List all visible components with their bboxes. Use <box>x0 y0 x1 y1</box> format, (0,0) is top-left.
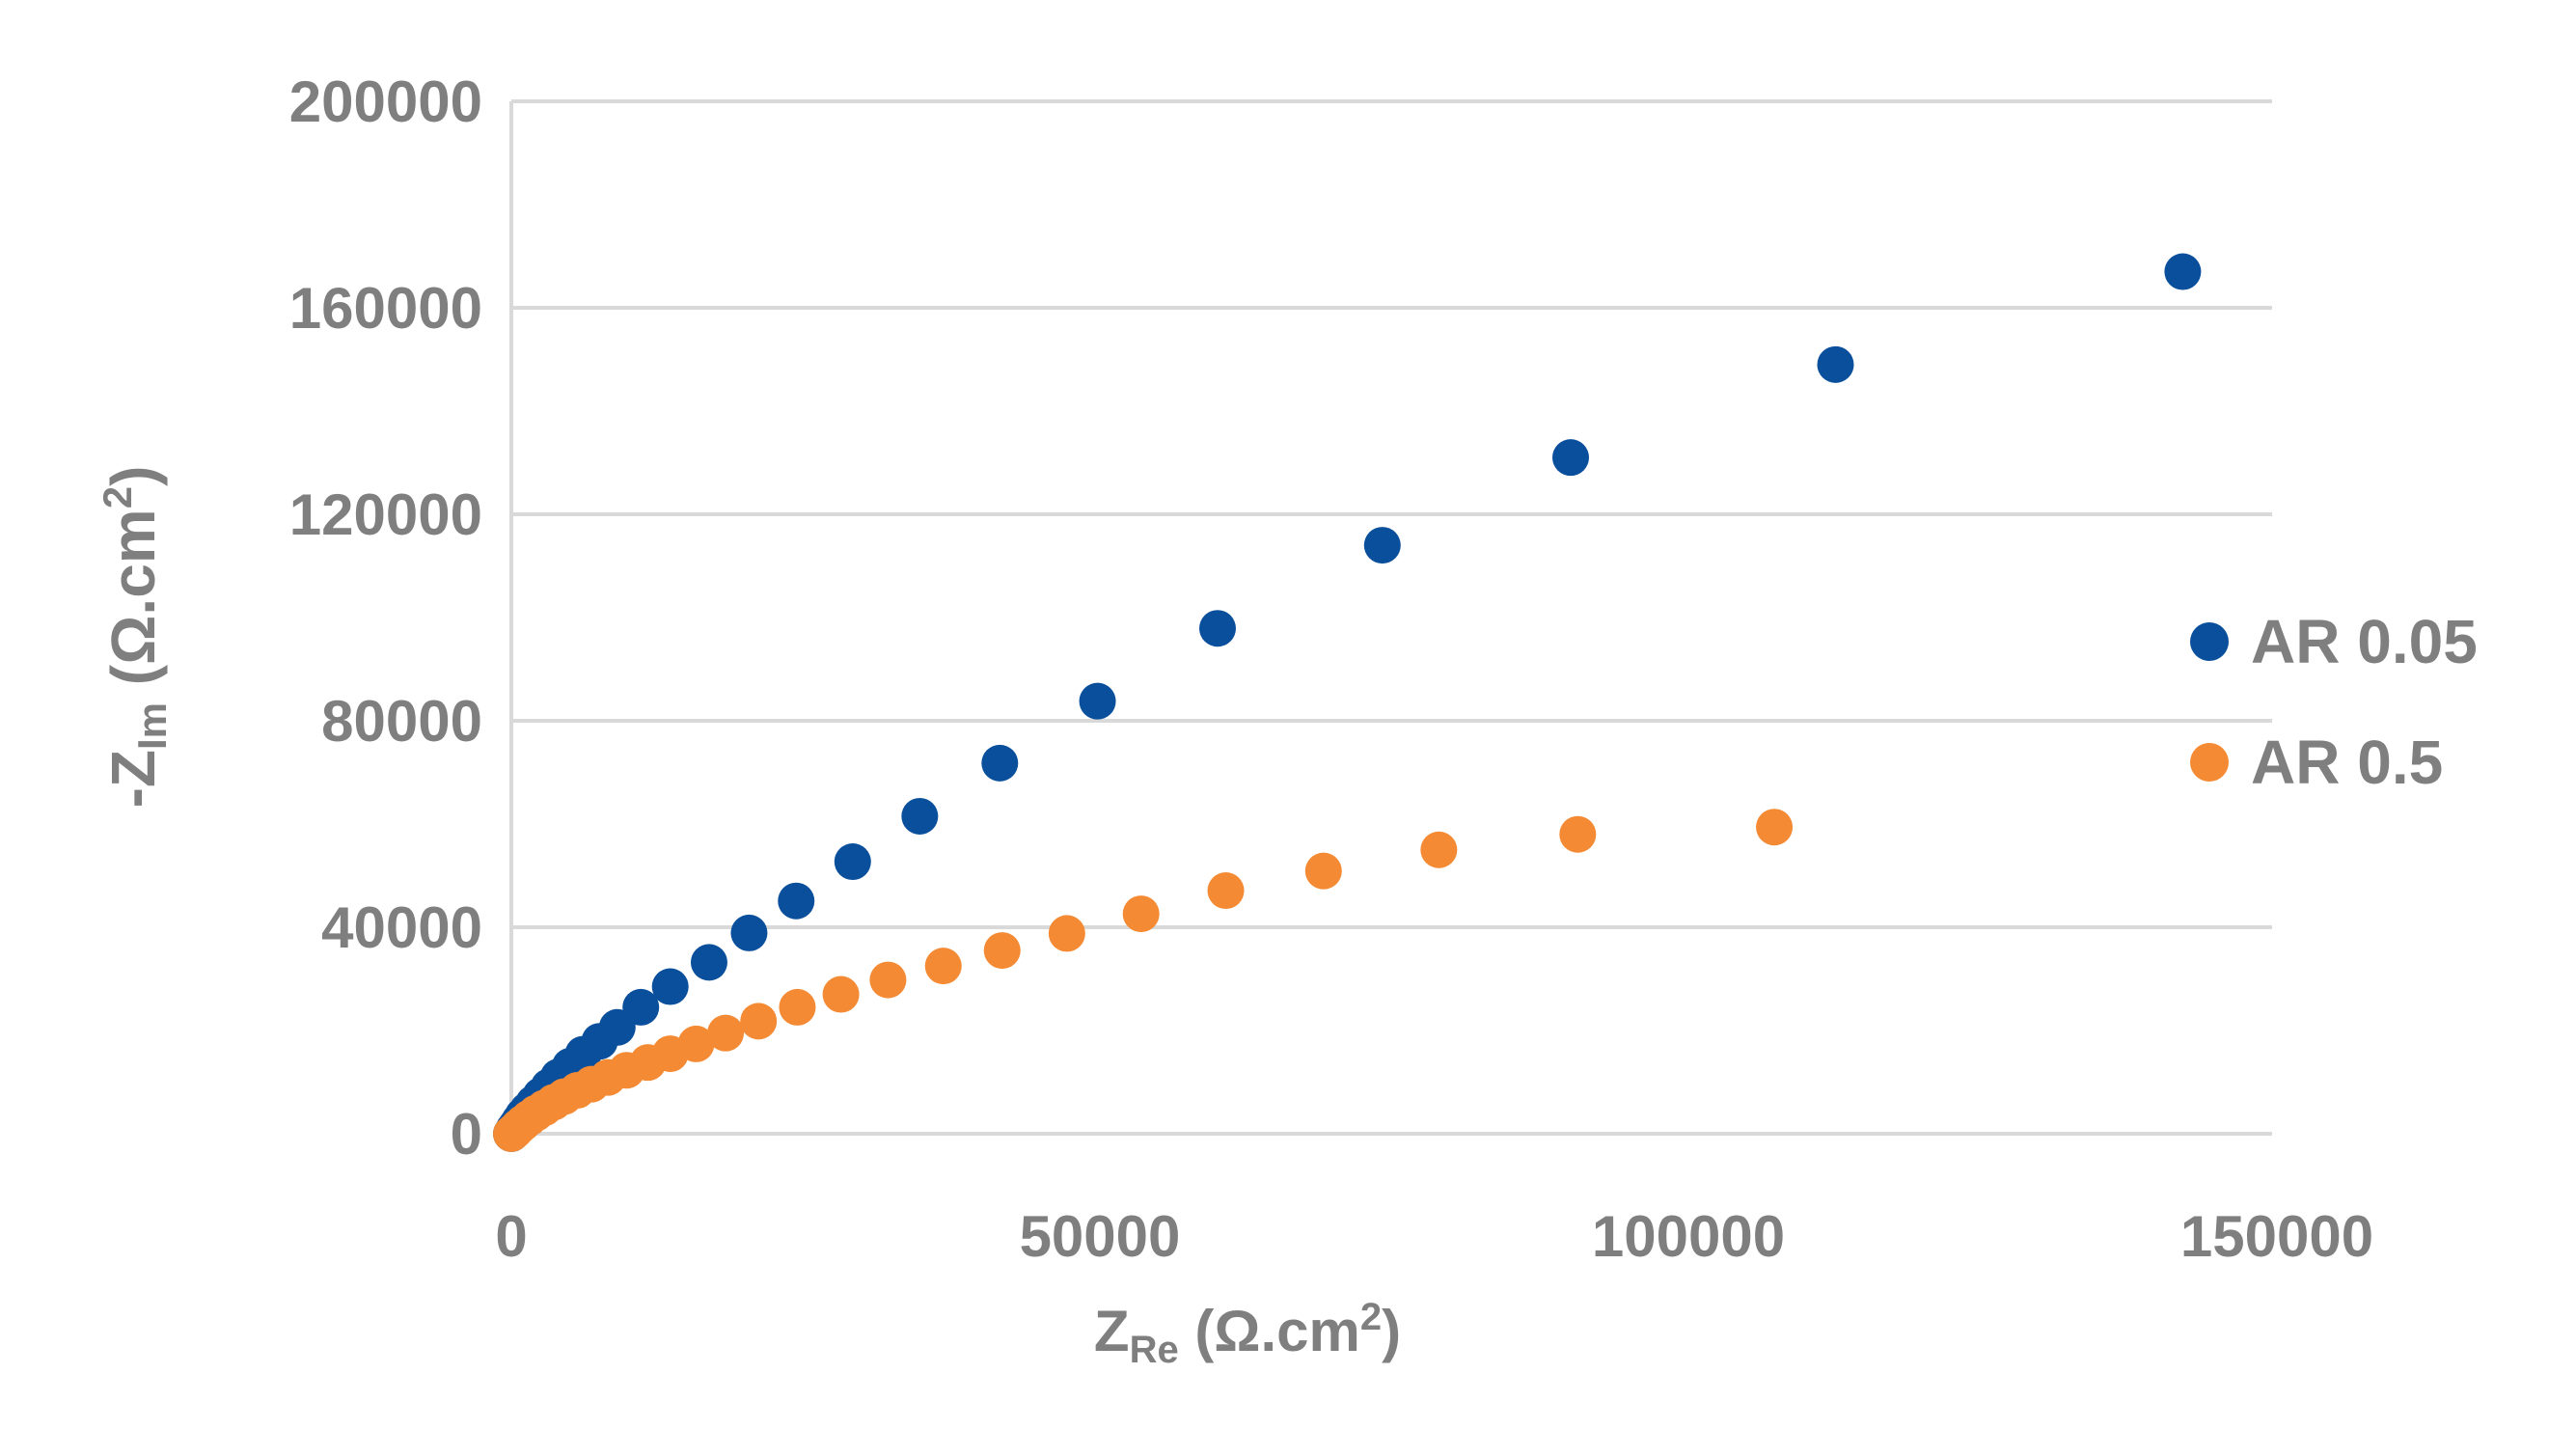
y-tick-labels: 0 40000 80000 120000 160000 200000 <box>289 69 482 1167</box>
y-axis-title-main: -Z <box>98 750 168 808</box>
data-point <box>651 968 689 1005</box>
legend-marker <box>2190 743 2229 782</box>
data-point <box>622 988 660 1026</box>
data-point <box>834 843 871 881</box>
legend: AR 0.05 AR 0.5 <box>2190 607 2478 797</box>
series-1 <box>493 809 1794 1152</box>
x-tick-labels: 0 50000 100000 150000 <box>495 1204 2373 1269</box>
data-point <box>1199 610 1236 647</box>
legend-marker <box>2190 622 2229 661</box>
y-axis-title-close: ) <box>98 466 168 486</box>
data-point <box>822 976 860 1013</box>
data-point <box>1122 895 1160 933</box>
data-point <box>1420 831 1458 868</box>
x-tick-label: 0 <box>495 1204 527 1269</box>
data-point <box>1817 345 1854 383</box>
x-axis-title-close: ) <box>1382 1299 1401 1363</box>
data-point <box>730 914 768 951</box>
data-point <box>690 944 727 981</box>
data-point <box>1079 682 1116 720</box>
y-axis-title-sub: Im <box>129 702 175 750</box>
data-point <box>1756 809 1794 846</box>
x-tick-label: 50000 <box>1020 1204 1181 1269</box>
y-tick-label: 160000 <box>289 276 482 341</box>
data-point <box>2164 253 2202 290</box>
legend-label: AR 0.05 <box>2251 607 2478 676</box>
data-point <box>901 797 939 835</box>
y-tick-label: 40000 <box>321 895 482 960</box>
data-point <box>1207 872 1245 910</box>
y-axis-title-sup: 2 <box>95 486 140 508</box>
data-points <box>493 253 2202 1152</box>
data-point <box>924 948 962 985</box>
data-point <box>1559 815 1597 853</box>
data-point <box>1048 915 1085 952</box>
data-point <box>707 1014 745 1052</box>
data-point <box>869 961 907 999</box>
x-axis-title-sub: Re <box>1130 1329 1179 1371</box>
x-axis-title: ZRe (Ω.cm2) <box>1094 1296 1401 1371</box>
data-point <box>983 932 1021 970</box>
gridlines <box>511 99 2272 1136</box>
data-point <box>981 744 1019 782</box>
y-tick-label: 120000 <box>289 482 482 547</box>
data-point <box>778 882 815 920</box>
x-axis-title-sup: 2 <box>1360 1296 1382 1338</box>
x-axis-title-unit: (Ω.cm <box>1179 1299 1360 1363</box>
x-tick-label: 100000 <box>1592 1204 1785 1269</box>
x-tick-label: 150000 <box>2180 1204 2373 1269</box>
data-point <box>1304 852 1342 890</box>
y-tick-label: 0 <box>451 1102 482 1167</box>
y-axis-title: -ZIm (Ω.cm2) <box>95 466 175 809</box>
x-axis-title-main: Z <box>1094 1299 1130 1363</box>
legend-label: AR 0.5 <box>2251 728 2443 797</box>
y-axis-title-unit: (Ω.cm <box>98 508 168 702</box>
y-tick-label: 80000 <box>321 689 482 754</box>
data-point <box>740 1003 778 1040</box>
data-point <box>1363 527 1401 564</box>
data-point <box>677 1025 715 1062</box>
data-point <box>779 988 816 1026</box>
y-tick-label: 200000 <box>289 69 482 134</box>
data-point <box>1552 439 1589 477</box>
